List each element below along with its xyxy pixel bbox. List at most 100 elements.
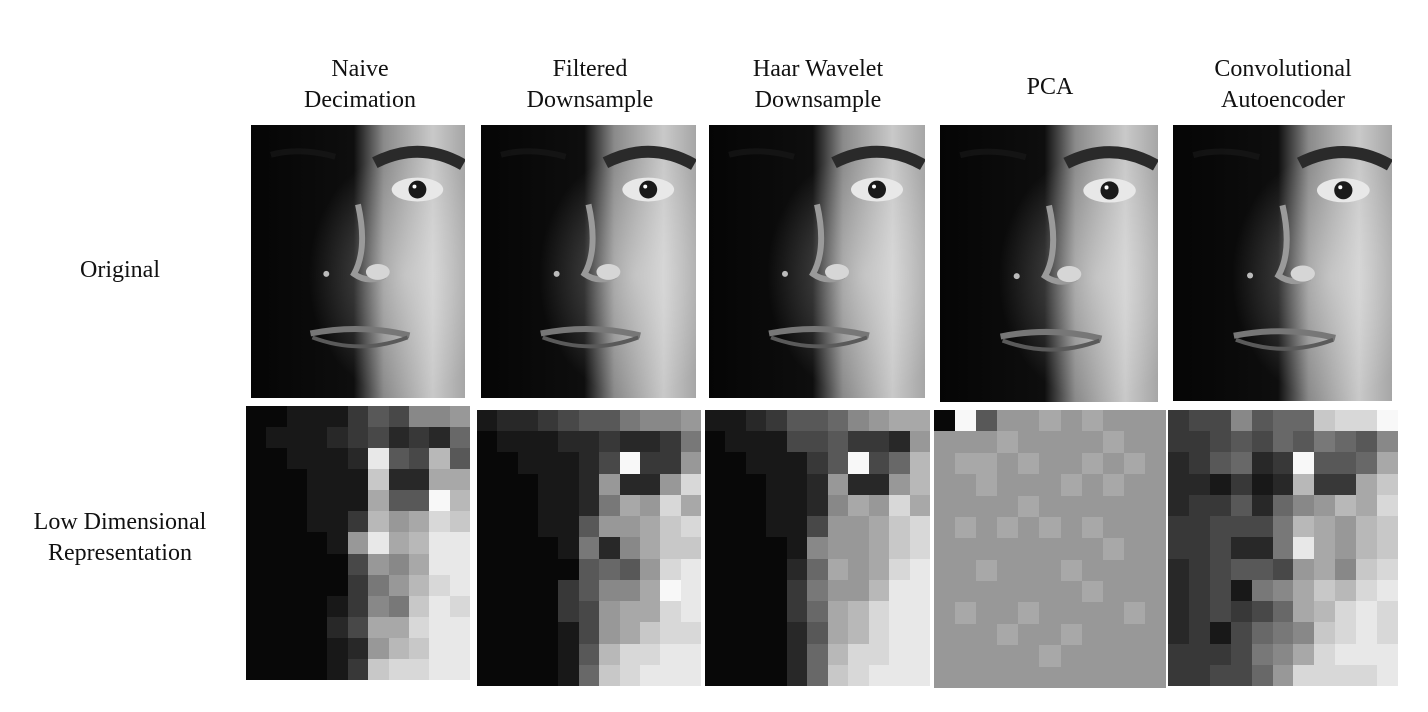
pixel-cell [429,637,450,659]
pixel-cell [909,643,930,665]
pixel-cell [449,448,470,470]
pixel-cell [327,553,348,575]
pixel-cell [1335,494,1357,517]
pixel-cell [889,601,910,623]
pixel-cell [286,532,308,554]
pixel-cell [725,516,746,538]
pixel-cell [246,595,267,617]
pixel-cell [745,494,767,517]
pixel-cell [1356,537,1378,559]
pixel-cell [1102,431,1124,453]
pixel-cell [1144,623,1166,646]
pixel-cell [725,622,746,644]
pixel-cell [745,516,767,538]
pixel-cell [1039,495,1061,517]
pixel-cell [286,406,308,428]
pixel-cell [1081,602,1103,624]
pixel-cell [976,516,998,539]
pixel-cell [1251,601,1273,623]
pixel-cell [976,538,998,560]
pixel-cell [1377,452,1398,474]
pixel-cell [538,622,559,644]
pixel-cell [909,622,930,644]
pixel-cell [246,469,267,491]
pixel-cell [997,410,1019,432]
pixel-cell [1230,431,1252,453]
pixel-cell [639,494,661,517]
pixel-cell [286,511,308,533]
pixel-cell [705,431,726,453]
pixel-cell [889,473,910,495]
pixel-cell [745,431,767,453]
pixel-cell [497,643,518,665]
pixel-cell [1272,601,1294,623]
pixel-cell [1060,581,1082,603]
pixel-cell [1168,664,1189,686]
pixel-cell [517,516,539,538]
pixel-cell [868,622,890,644]
pixel-cell [538,516,559,538]
pixel-cell [1081,431,1103,453]
pixel-cell [1144,516,1166,539]
pixel-cell [286,658,308,680]
pixel-cell [1081,538,1103,560]
pixel-cell [725,473,746,495]
pixel-cell [786,643,808,665]
pixel-cell [1272,452,1294,474]
pixel-cell [517,558,539,580]
pixel-cell [1123,666,1145,688]
pixel-cell [347,574,369,596]
pixel-cell [997,538,1019,560]
pixel-cell [848,601,869,623]
pixel-cell [1018,410,1040,432]
pixel-cell [660,452,681,474]
pixel-cell [725,494,746,517]
pixel-cell [538,537,559,559]
pixel-cell [705,473,726,495]
column-title-line: Autoencoder [1221,87,1345,113]
pixel-cell [1272,558,1294,580]
pixel-cell [619,452,640,474]
pixel-cell [997,516,1019,539]
pixel-cell [1314,579,1336,602]
pixel-cell [745,601,767,623]
pixel-cell [827,579,849,602]
pixel-cell [538,643,559,665]
pixel-cell [934,538,956,560]
pixel-cell [1060,474,1082,496]
pixel-cell [1335,473,1357,495]
pixel-cell [1356,410,1378,432]
pixel-cell [1081,645,1103,667]
pixel-cell [599,558,620,580]
pixel-cell [745,473,767,495]
pixel-cell [1377,601,1398,623]
pixel-cell [429,658,450,680]
pixel-cell [976,602,998,624]
pixel-cell [639,579,661,602]
pixel-cell [889,643,910,665]
pixel-cell [538,431,559,453]
pixel-cell [680,431,701,453]
pixel-cell [429,427,450,449]
pixel-cell [680,516,701,538]
pixel-cell [639,452,661,474]
pixel-cell [786,601,808,623]
pixel-cell [1209,537,1231,559]
pixel-cell [578,601,600,623]
pixel-cell [246,616,267,638]
pixel-cell [1314,410,1336,432]
pixel-cell [1123,581,1145,603]
pixel-cell [388,490,409,512]
pixel-cell [1168,601,1189,623]
pixel-cell [976,410,998,432]
pixel-cell [517,431,539,453]
pixel-cell [517,664,539,686]
pixel-cell [477,579,498,602]
pixel-cell [477,452,498,474]
pixel-cell [517,537,539,559]
pixel-cell [934,559,956,582]
pixel-cell [1293,601,1315,623]
pixel-cell [786,537,808,559]
pixel-cell [1335,452,1357,474]
pixel-cell [868,643,890,665]
